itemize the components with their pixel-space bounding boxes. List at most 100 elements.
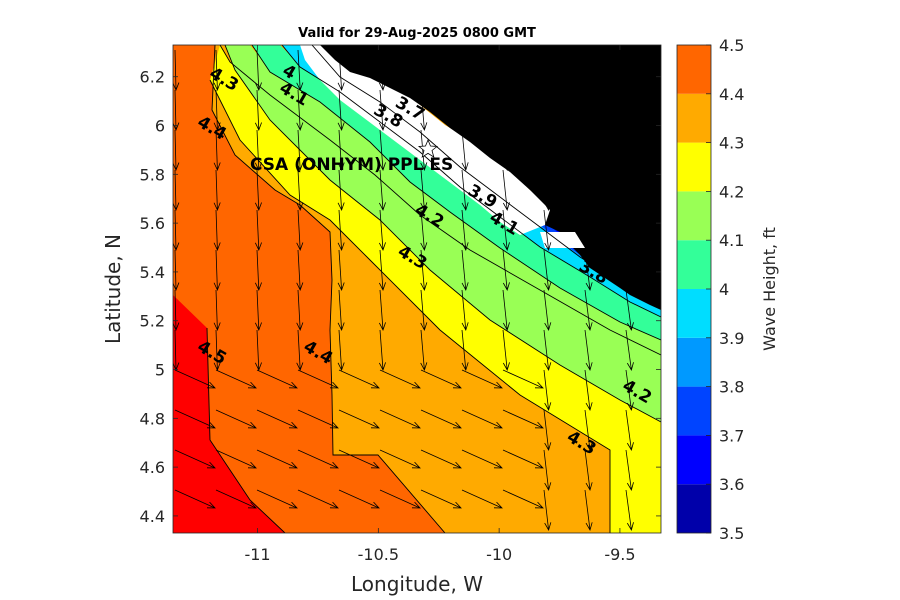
x-tick-label: -10.5 (358, 545, 399, 564)
wind-arrow (625, 169, 634, 212)
wind-arrow (584, 209, 593, 252)
wind-arrow (584, 49, 593, 92)
colorbar-swatch (677, 191, 711, 241)
colorbar-tick-label: 4.1 (719, 231, 744, 250)
wind-arrow (174, 489, 216, 509)
wind-arrow (461, 129, 469, 172)
colorbar-label: Wave Height, ft (760, 227, 779, 351)
wind-arrow (378, 329, 386, 372)
wind-arrow (543, 489, 552, 532)
wind-arrow (213, 89, 221, 132)
wind-arrow (379, 449, 421, 469)
wind-arrow (502, 409, 544, 429)
wind-arrow (502, 169, 510, 212)
wind-arrow (378, 89, 386, 132)
wind-arrow (502, 489, 544, 509)
y-tick-label: 5.4 (140, 263, 165, 282)
wind-arrow (256, 449, 298, 469)
wind-arrow (173, 49, 180, 92)
wind-arrow (213, 329, 221, 372)
wind-arrow (461, 289, 469, 332)
colorbar-swatch (677, 484, 711, 533)
wind-arrow (297, 369, 339, 389)
wind-arrow (173, 129, 180, 172)
wind-arrow (584, 129, 593, 172)
plot-area: 4.3 44.13.83.74.43.94.2 4.14.3 3.63.84.5 4.4… (173, 45, 661, 533)
wind-arrow (584, 489, 593, 532)
wind-arrow (502, 89, 510, 132)
x-tick-label: -11 (244, 545, 270, 564)
wind-arrow (378, 49, 386, 92)
station-label: CSA (ONHYM) PPL ES (250, 155, 453, 175)
wind-arrow (254, 329, 262, 372)
wind-arrow (338, 449, 380, 469)
wind-arrow (584, 449, 593, 492)
colorbar-tick-label: 3.9 (719, 329, 744, 348)
wind-arrow (625, 209, 634, 252)
wind-arrow (213, 49, 221, 92)
wind-arrow (420, 489, 462, 509)
wind-arrow (296, 329, 304, 372)
wind-arrow (502, 249, 510, 292)
wind-arrow (502, 49, 510, 92)
wind-arrow (378, 209, 386, 252)
plot-frame (172, 44, 662, 534)
wind-arrow (461, 369, 503, 389)
wind-arrow (337, 169, 345, 212)
colorbar-tick-label: 3.6 (719, 475, 744, 494)
wind-arrow (461, 449, 503, 469)
wind-arrow (584, 89, 593, 132)
wind-arrow (173, 329, 180, 372)
wind-arrow (338, 409, 380, 429)
x-tick-label: -9.5 (604, 545, 635, 564)
wind-arrow (461, 169, 469, 212)
wind-arrow (254, 289, 262, 332)
wind-arrow (213, 249, 221, 292)
wind-arrow (378, 169, 386, 212)
wind-arrow (215, 369, 257, 389)
colorbar-swatch (677, 142, 711, 192)
wind-arrow (213, 129, 221, 172)
wind-arrow (625, 329, 634, 372)
colorbar-tick-label: 3.7 (719, 426, 744, 445)
wind-arrow (378, 289, 386, 332)
y-tick-label: 5 (155, 361, 165, 380)
wind-arrow (213, 289, 221, 332)
x-tick-label: -10 (486, 545, 512, 564)
wind-arrow (420, 409, 462, 429)
wind-arrow (420, 49, 428, 92)
wind-arrow (337, 289, 345, 332)
wind-arrow (502, 449, 544, 469)
chart-title: Valid for 29-Aug-2025 0800 GMT (298, 26, 536, 41)
wind-arrow (296, 249, 304, 292)
wind-arrow (543, 89, 552, 132)
colorbar-swatch (677, 337, 711, 387)
wind-arrow (625, 129, 634, 172)
wind-arrow (584, 329, 593, 372)
wind-arrow (338, 369, 380, 389)
wind-arrow (625, 249, 634, 292)
wind-arrow (543, 129, 552, 172)
wind-arrow (296, 89, 304, 132)
wind-arrow (584, 369, 593, 412)
wind-arrow (296, 289, 304, 332)
station-layer: CSA (ONHYM) PPL ES (250, 138, 453, 175)
wind-arrow (625, 49, 634, 92)
wind-arrow (213, 169, 221, 212)
y-axis-label: Latitude, N (101, 234, 125, 344)
wind-arrow (543, 249, 552, 292)
wind-arrow (296, 169, 304, 212)
wind-arrow (420, 289, 428, 332)
y-tick-label: 5.8 (140, 165, 165, 184)
colorbar-tick-label: 3.8 (719, 378, 744, 397)
wind-arrow (461, 489, 503, 509)
wind-arrow (461, 89, 469, 132)
wind-arrow (256, 489, 298, 509)
wind-arrow (337, 129, 345, 172)
colorbar-swatch (677, 93, 711, 143)
wind-arrow (625, 449, 634, 492)
wind-arrow (420, 89, 428, 132)
y-tick-label: 5.6 (140, 214, 165, 233)
wind-arrow (256, 369, 298, 389)
